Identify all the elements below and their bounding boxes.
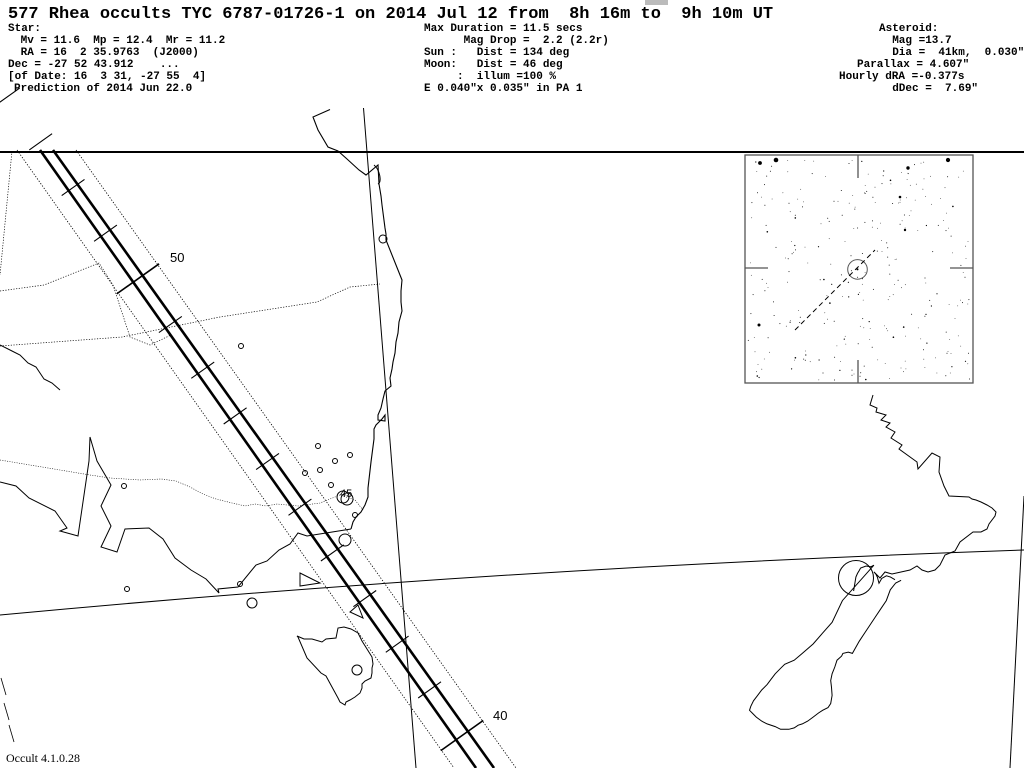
svg-text:45: 45 [340,488,352,500]
svg-text:Occult 4.1.0.28: Occult 4.1.0.28 [6,751,80,765]
svg-text:40: 40 [493,708,507,723]
svg-text:50: 50 [170,250,184,265]
